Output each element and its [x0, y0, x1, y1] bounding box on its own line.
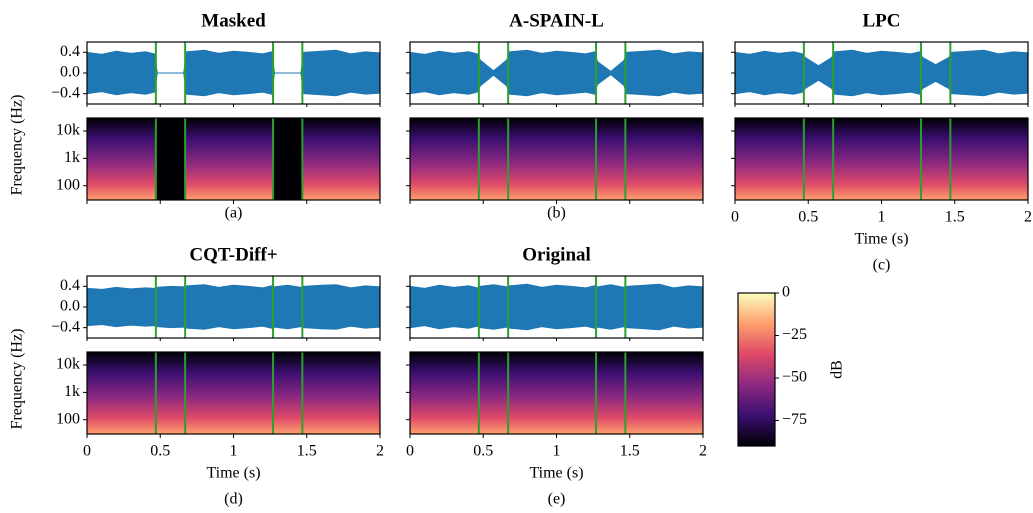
- x-tick-label: 2: [699, 443, 707, 460]
- panel-title: Masked: [201, 10, 266, 31]
- waveform: [409, 283, 704, 331]
- colorbar-tick-label: 0: [782, 284, 790, 301]
- panel-label: (a): [225, 205, 243, 222]
- panel-title: Original: [522, 244, 591, 265]
- y-axis-label: Frequency (Hz): [9, 329, 26, 430]
- spec-y-tick-label: 10k: [56, 122, 80, 139]
- x-tick-label: 1.5: [297, 443, 317, 460]
- x-tick-label: 0.5: [798, 209, 818, 226]
- x-tick-label: 0.5: [150, 443, 170, 460]
- spec-y-tick-label: 1k: [64, 149, 80, 166]
- y-tick-label: 0.0: [60, 64, 80, 81]
- x-tick-label: 0: [731, 209, 739, 226]
- spec-y-tick-label: 10k: [56, 356, 80, 373]
- colorbar-tick-label: −25: [782, 326, 807, 343]
- x-tick-label: 1.5: [945, 209, 965, 226]
- x-tick-label: 1: [230, 443, 238, 460]
- panel-label: (b): [547, 205, 566, 222]
- x-tick-label: 0: [406, 443, 414, 460]
- spec-y-tick-label: 100: [56, 176, 80, 193]
- spectrogram: [410, 118, 703, 200]
- x-axis-label: Time (s): [854, 231, 908, 248]
- silent-gap: [273, 118, 303, 200]
- x-tick-label: 1.5: [620, 443, 640, 460]
- spectrogram: [87, 118, 380, 200]
- waveform: [86, 284, 381, 330]
- x-tick-label: 1: [878, 209, 886, 226]
- colorbar-tick-label: −75: [782, 411, 807, 428]
- spec-y-tick-label: 1k: [64, 383, 80, 400]
- x-tick-label: 0: [83, 443, 91, 460]
- colorbar-tick-label: −50: [782, 369, 807, 386]
- spectrogram: [87, 352, 380, 434]
- panel-label: (c): [873, 257, 891, 274]
- x-tick-label: 2: [376, 443, 384, 460]
- y-axis-label: Frequency (Hz): [9, 95, 26, 196]
- waveform: [86, 49, 381, 97]
- spectrogram: [410, 352, 703, 434]
- y-tick-label: 0.4: [60, 277, 80, 294]
- panel-label: (e): [548, 491, 566, 508]
- spectrogram: [735, 118, 1028, 200]
- y-tick-label: 0.4: [60, 43, 80, 60]
- colorbar: [737, 292, 776, 447]
- y-tick-label: −0.4: [51, 318, 80, 335]
- panel-title: CQT-Diff+: [189, 244, 277, 265]
- panel-label: (d): [224, 491, 243, 508]
- spec-y-tick-label: 100: [56, 410, 80, 427]
- panel-title: A-SPAIN-L: [509, 10, 604, 31]
- x-tick-label: 0.5: [473, 443, 493, 460]
- silent-gap: [155, 118, 186, 200]
- waveform: [409, 49, 704, 97]
- colorbar-label: dB: [829, 360, 846, 379]
- waveform: [734, 49, 1029, 97]
- y-tick-label: −0.4: [51, 84, 80, 101]
- x-axis-label: Time (s): [206, 465, 260, 482]
- x-tick-label: 1: [553, 443, 561, 460]
- x-axis-label: Time (s): [529, 465, 583, 482]
- y-tick-label: 0.0: [60, 298, 80, 315]
- panel-title: LPC: [863, 10, 901, 31]
- x-tick-label: 2: [1024, 209, 1032, 226]
